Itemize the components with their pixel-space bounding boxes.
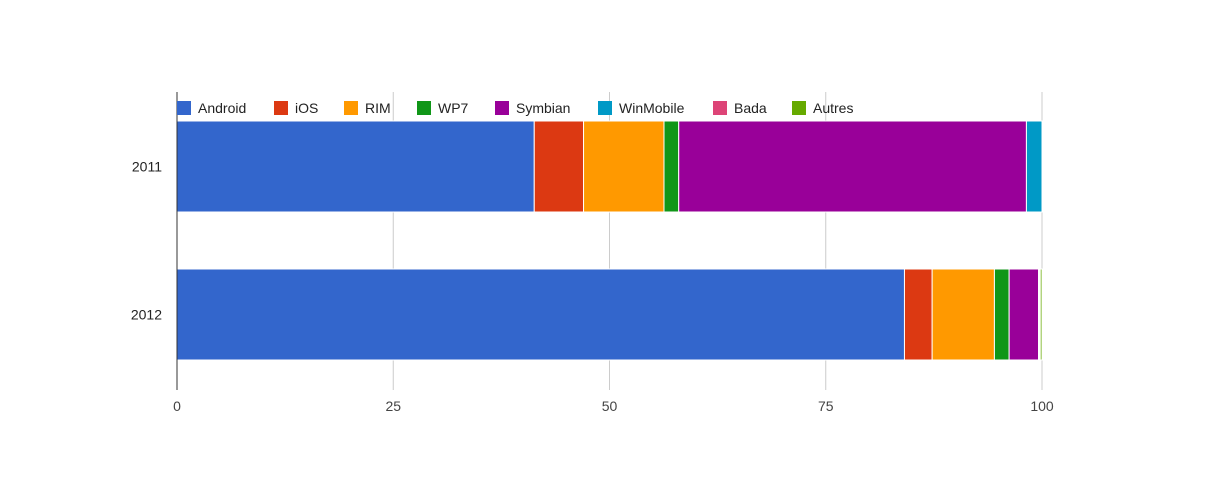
- legend-label: iOS: [295, 100, 318, 116]
- bar-android-2011: [176, 120, 535, 213]
- legend-swatch-autres: [792, 101, 806, 115]
- legend-label: Symbian: [516, 100, 570, 116]
- bar-android-2012: [176, 268, 905, 361]
- legend-label: Bada: [734, 100, 767, 116]
- bar-wp7-2012: [993, 268, 1010, 361]
- x-tick-label: 25: [385, 398, 401, 414]
- legend-label: Autres: [813, 100, 853, 116]
- bar-symbian-2011: [678, 120, 1027, 213]
- bar-ios-2012: [903, 268, 933, 361]
- x-tick-label: 100: [1030, 398, 1054, 414]
- legend-label: WinMobile: [619, 100, 685, 116]
- legend-swatch-wp7: [417, 101, 431, 115]
- legend-swatch-winmobile: [598, 101, 612, 115]
- axes: 0 25 50 75 100 2011 2012: [131, 92, 1054, 414]
- bar-wp7-2011: [663, 120, 680, 213]
- bar-rim-2012: [931, 268, 995, 361]
- bar-autres-2012: [1039, 268, 1043, 361]
- legend: Android iOS RIM WP7 Symbian WinMobile Bada Autr…: [177, 100, 853, 116]
- x-tick-label: 50: [602, 398, 618, 414]
- x-tick-label: 0: [173, 398, 181, 414]
- bar-ios-2011: [533, 120, 585, 213]
- bar-winmobile-2011: [1025, 120, 1043, 213]
- category-label: 2011: [132, 159, 162, 175]
- legend-swatch-symbian: [495, 101, 509, 115]
- legend-label: WP7: [438, 100, 469, 116]
- bar-rim-2011: [583, 120, 665, 213]
- legend-swatch-rim: [344, 101, 358, 115]
- bar-symbian-2012: [1008, 268, 1040, 361]
- legend-swatch-ios: [274, 101, 288, 115]
- legend-label: Android: [198, 100, 246, 116]
- legend-swatch-bada: [713, 101, 727, 115]
- category-label: 2012: [131, 307, 162, 323]
- legend-label: RIM: [365, 100, 391, 116]
- bars: [176, 120, 1043, 361]
- x-tick-label: 75: [818, 398, 834, 414]
- legend-swatch-android: [177, 101, 191, 115]
